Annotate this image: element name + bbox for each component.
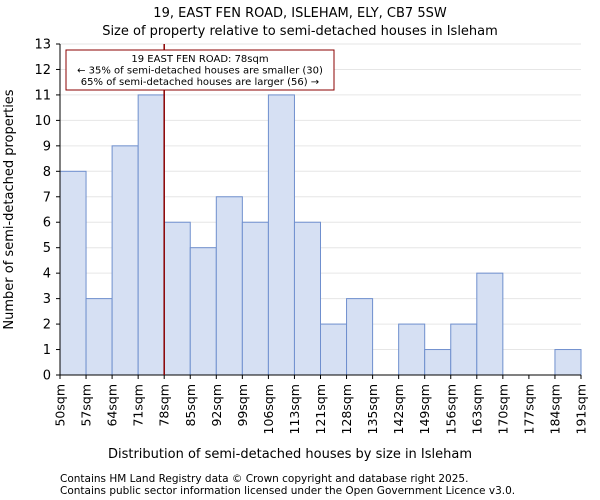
y-tick-label: 2 (43, 318, 51, 333)
bar-50sqm (59, 170, 87, 376)
y-tick-label: 6 (43, 216, 51, 231)
y-tick-label: 3 (43, 292, 51, 307)
x-tick-label: 177sqm (521, 384, 536, 434)
x-tick-label: 128sqm (339, 384, 354, 434)
y-tick-label: 12 (34, 63, 51, 78)
bar-57sqm (85, 298, 113, 376)
bar-149sqm (424, 349, 452, 376)
footer-copyright: Contains HM Land Registry data © Crown c… (60, 473, 469, 485)
x-tick-label: 64sqm (105, 384, 120, 427)
x-tick-label: 106sqm (261, 384, 276, 434)
x-tick-label: 121sqm (313, 384, 328, 434)
y-tick-label: 10 (34, 114, 51, 129)
bar-163sqm (476, 272, 504, 376)
chart-title-subtitle: Size of property relative to semi-detach… (102, 24, 498, 39)
annotation-line-2: ← 35% of semi-detached houses are smalle… (77, 66, 323, 77)
x-tick-label: 149sqm (417, 384, 432, 434)
y-tick-label: 13 (34, 38, 51, 53)
x-tick-label: 99sqm (235, 384, 250, 427)
x-tick-label: 163sqm (469, 384, 484, 434)
bar-106sqm (267, 94, 295, 376)
y-tick-label: 8 (43, 165, 51, 180)
chart-title-address: 19, EAST FEN ROAD, ISLEHAM, ELY, CB7 5SW (153, 6, 447, 21)
x-tick-label: 85sqm (183, 384, 198, 427)
x-tick-label: 170sqm (495, 384, 510, 434)
x-axis-title: Distribution of semi-detached houses by … (108, 447, 472, 462)
x-tick-label: 184sqm (547, 384, 562, 434)
x-tick-label: 57sqm (79, 384, 94, 427)
bar-64sqm (111, 145, 139, 376)
annotation-line-3: 65% of semi-detached houses are larger (… (81, 77, 319, 88)
y-tick-label: 1 (43, 343, 51, 358)
bar-156sqm (450, 323, 478, 376)
x-tick-label: 113sqm (287, 384, 302, 434)
bar-142sqm (398, 323, 426, 376)
y-tick-label: 9 (43, 139, 51, 154)
footer-licence: Contains public sector information licen… (60, 485, 516, 497)
annotation-box (65, 49, 335, 91)
bar-184sqm (554, 349, 582, 376)
y-tick-label: 4 (43, 267, 51, 282)
x-tick-label: 142sqm (391, 384, 406, 434)
bar-99sqm (241, 221, 269, 376)
x-tick-label: 135sqm (365, 384, 380, 434)
x-tick-label: 92sqm (209, 384, 224, 427)
y-axis-title: Number of semi-detached properties (2, 89, 17, 329)
bar-85sqm (189, 247, 217, 376)
annotation-line-1: 19 EAST FEN ROAD: 78sqm (131, 54, 268, 65)
y-tick-label: 11 (34, 88, 51, 103)
y-tick-label: 7 (43, 190, 51, 205)
x-tick-label: 78sqm (157, 384, 172, 427)
bar-92sqm (215, 196, 243, 376)
y-tick-label: 5 (43, 241, 51, 256)
y-tick-label: 0 (43, 369, 51, 384)
bar-128sqm (346, 298, 374, 376)
bar-113sqm (293, 221, 322, 376)
bar-121sqm (320, 323, 348, 376)
bar-71sqm (137, 94, 165, 376)
x-tick-label: 191sqm (574, 384, 589, 434)
x-tick-label: 71sqm (131, 384, 146, 427)
x-tick-label: 50sqm (53, 384, 68, 427)
bar-78sqm (163, 221, 191, 376)
x-tick-label: 156sqm (443, 384, 458, 434)
